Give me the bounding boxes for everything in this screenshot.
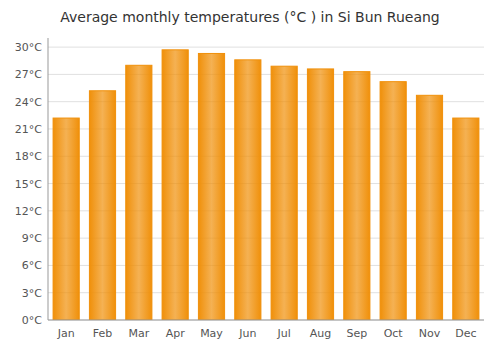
bar	[271, 66, 297, 320]
x-tick-label: Nov	[419, 327, 441, 340]
bar	[53, 118, 79, 320]
bar	[453, 118, 479, 320]
grid-line	[48, 320, 484, 321]
chart-svg: Average monthly temperatures (°C ) in Si…	[0, 0, 500, 350]
x-tick-label: Jan	[57, 327, 75, 340]
y-tick-label: 0°C	[22, 314, 42, 327]
x-tick-label: Jul	[277, 327, 291, 340]
title: Average monthly temperatures (°C ) in Si…	[60, 9, 440, 25]
y-axis-line	[48, 38, 49, 320]
x-tick-label: Mar	[128, 327, 149, 340]
grid	[48, 47, 484, 320]
x-tick-label: Apr	[166, 327, 186, 340]
y-tick-label: 30°C	[15, 41, 42, 54]
y-tick-label: 18°C	[15, 150, 42, 163]
y-tick-label: 21°C	[15, 123, 42, 136]
bar	[344, 72, 370, 320]
grid-line	[48, 74, 484, 75]
y-tick-label: 27°C	[15, 68, 42, 81]
x-tick-label: Feb	[93, 327, 112, 340]
y-tick-label: 6°C	[22, 259, 42, 272]
y-tick-label: 12°C	[15, 205, 42, 218]
page: {"chart_data": {"type": "bar", "title": …	[0, 0, 500, 350]
y-tick-label: 3°C	[22, 287, 42, 300]
bars	[53, 50, 479, 320]
bar	[89, 91, 115, 320]
bar	[416, 95, 442, 320]
x-tick-label: Dec	[455, 327, 476, 340]
x-tick-label: Oct	[384, 327, 404, 340]
x-axis-line	[48, 320, 484, 321]
chart-container: Average monthly temperatures (°C ) in Si…	[0, 0, 500, 350]
y-tick-label: 9°C	[22, 232, 42, 245]
bar	[307, 69, 333, 320]
x-tick-label: Jun	[238, 327, 256, 340]
bar	[198, 53, 224, 320]
bar	[162, 50, 188, 320]
grid-line	[48, 47, 484, 48]
bar	[235, 60, 261, 320]
bar	[380, 82, 406, 320]
y-tick-label: 15°C	[15, 178, 42, 191]
x-tick-label: Sep	[346, 327, 367, 340]
x-tick-label: May	[200, 327, 223, 340]
x-tick-label: Aug	[310, 327, 331, 340]
y-tick-label: 24°C	[15, 96, 42, 109]
bar	[126, 65, 152, 320]
